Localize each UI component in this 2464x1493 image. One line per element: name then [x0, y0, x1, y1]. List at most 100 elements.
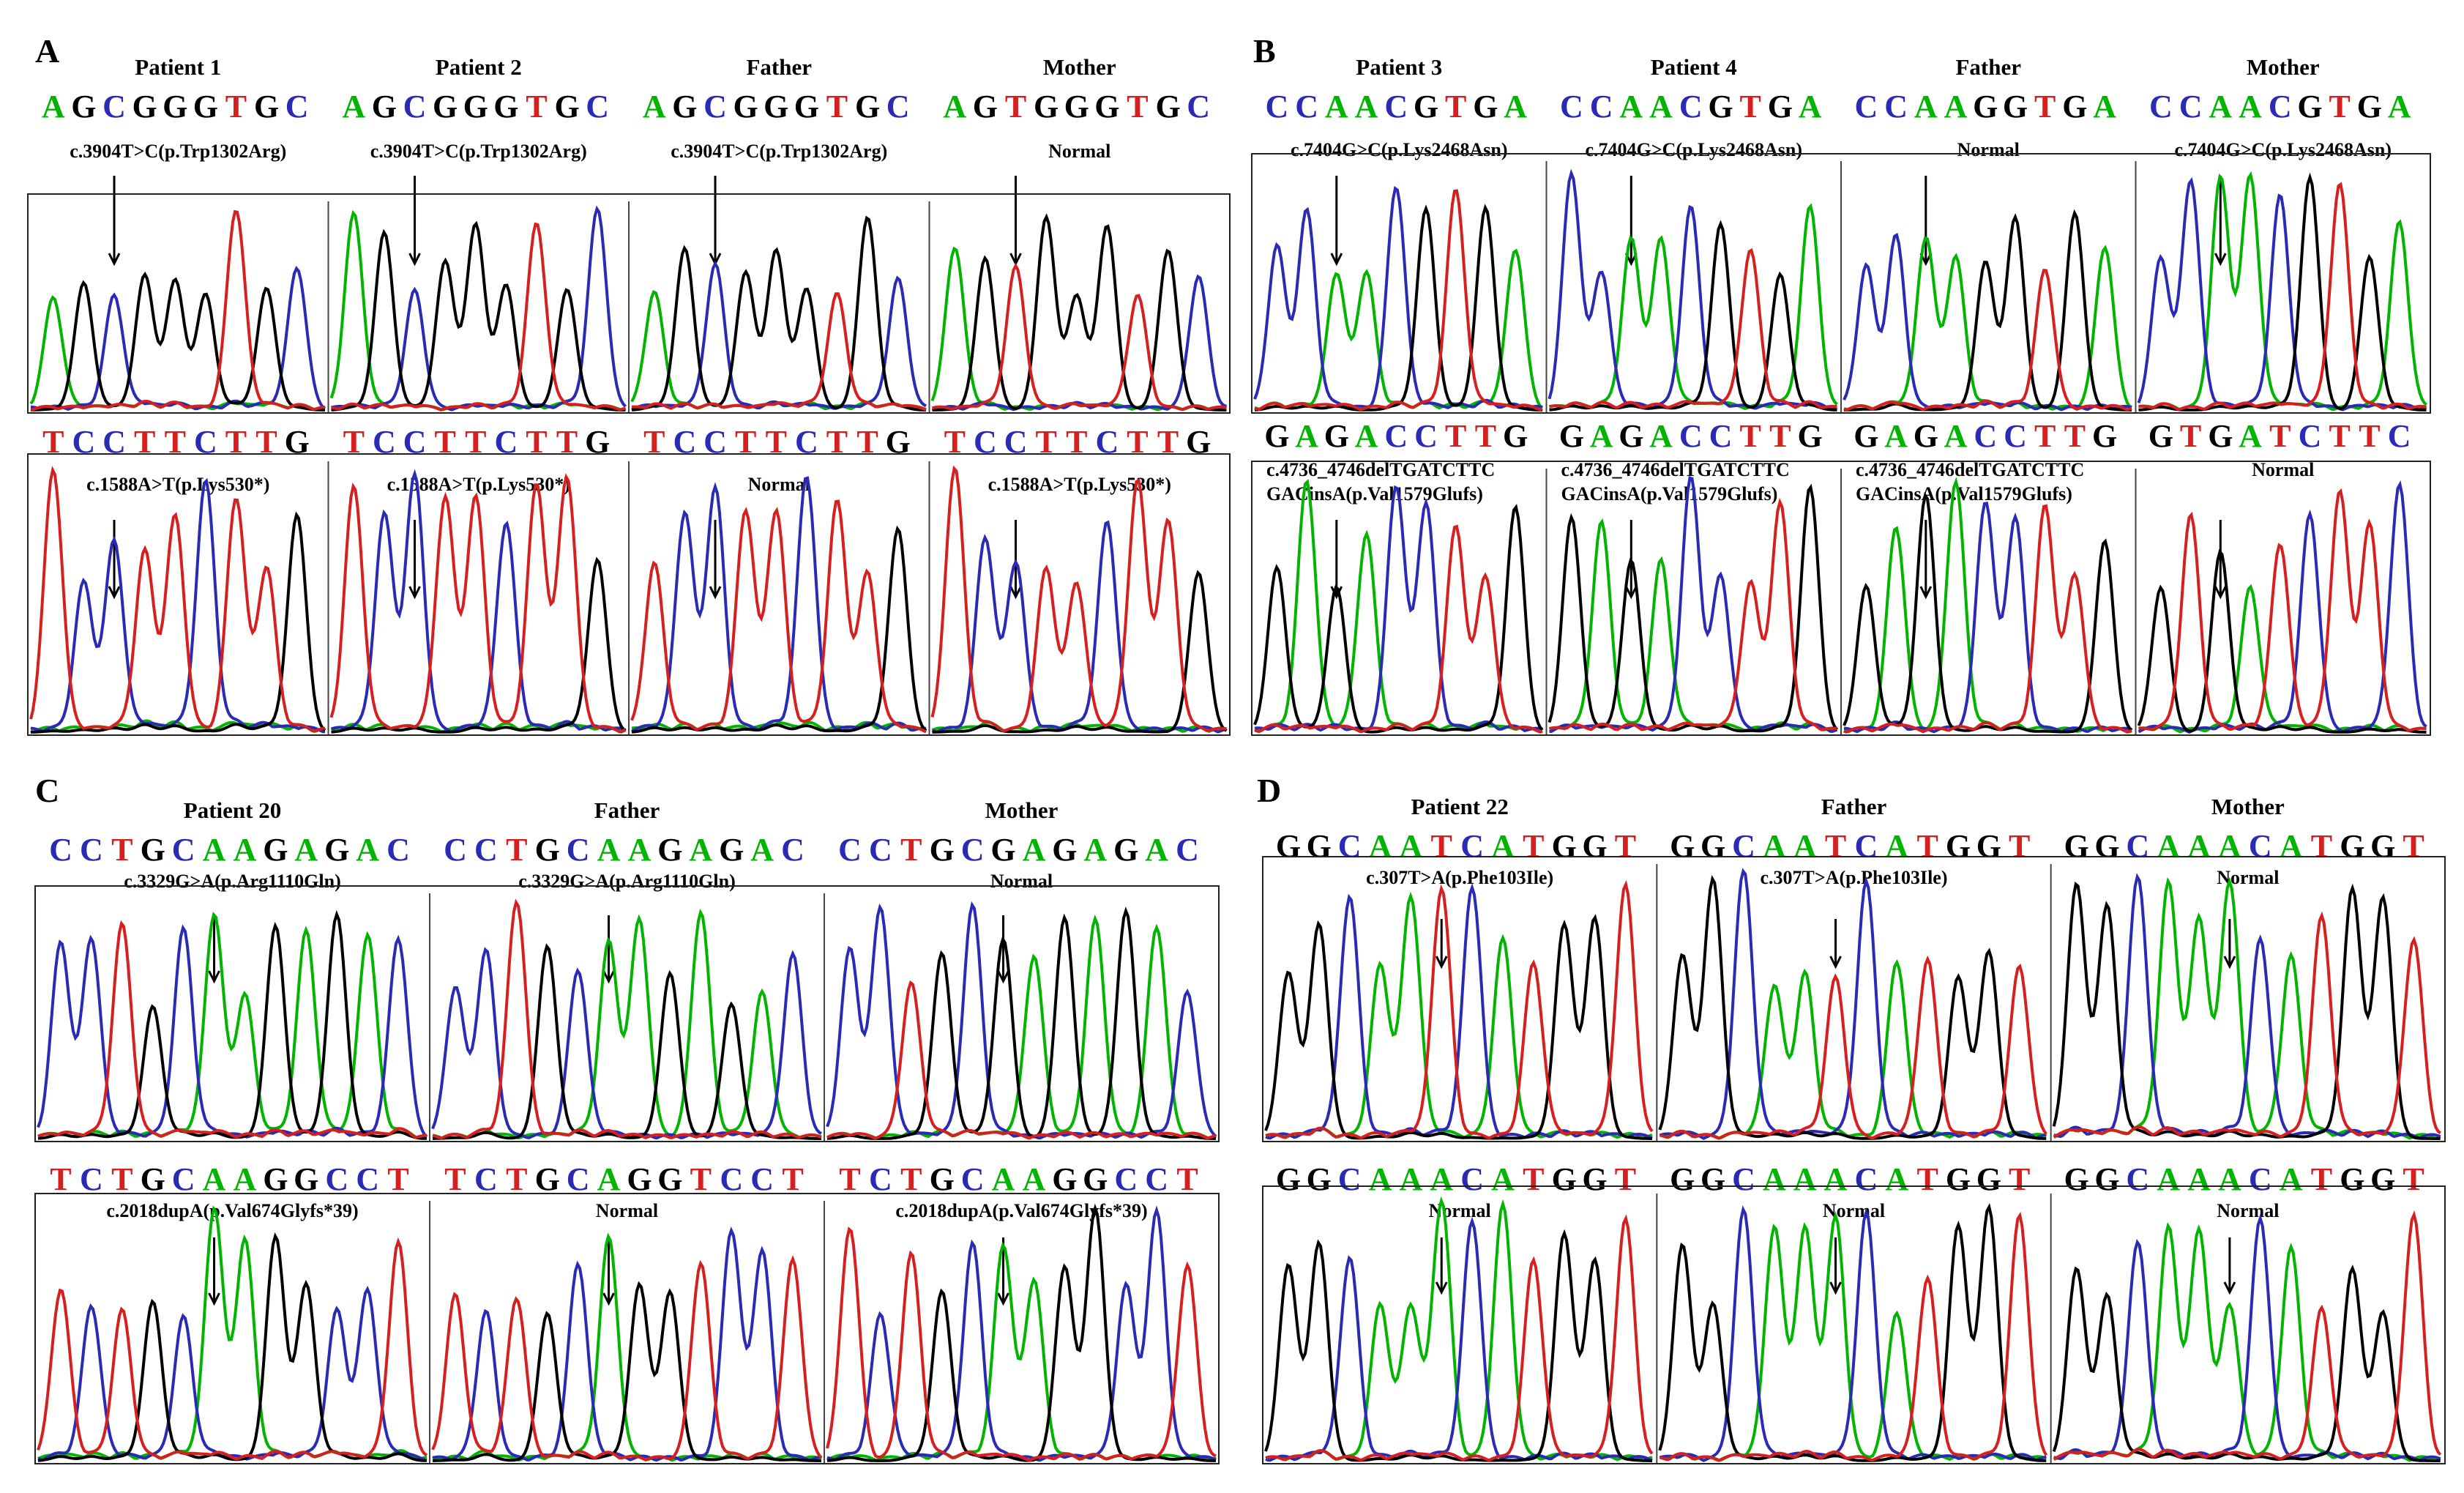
variant-annotation: Normal	[2217, 1200, 2279, 1221]
variant-arrow-head	[1330, 253, 1343, 267]
base-call: T	[1445, 418, 1466, 454]
base-call: G	[1324, 418, 1349, 454]
variant-annotation: c.4736_4746delTGATCTTC	[1561, 459, 1790, 480]
base-call: C	[444, 832, 467, 868]
base-call: G	[657, 1161, 682, 1197]
base-call: T	[526, 89, 547, 124]
base-call: T	[111, 832, 132, 868]
trace-g	[2137, 548, 2427, 734]
base-call: T	[1615, 828, 1636, 864]
row-frame	[27, 193, 1231, 414]
trace-t	[331, 222, 627, 412]
base-call: T	[2269, 418, 2291, 454]
trace-t	[1659, 1211, 2048, 1462]
variant-arrow-head	[1330, 586, 1343, 600]
base-call: G	[535, 832, 560, 868]
base-call: G	[1083, 1161, 1108, 1197]
base-call: G	[733, 89, 758, 124]
row-frame	[1262, 856, 2446, 1142]
trace-g	[37, 910, 428, 1140]
trace-t	[431, 1255, 823, 1462]
base-call: G	[1155, 89, 1180, 124]
base-call: T	[1176, 1161, 1198, 1197]
base-call: A	[1369, 1161, 1392, 1197]
base-call: G	[1619, 418, 1643, 454]
variant-annotation: c.1588A>T(p.Lys530*)	[988, 474, 1171, 495]
base-call: C	[1295, 89, 1318, 124]
base-call: T	[1005, 89, 1026, 124]
base-call: G	[1307, 828, 1332, 864]
base-call: T	[2009, 1161, 2030, 1197]
base-call: C	[781, 832, 804, 868]
trace-t	[1843, 504, 2132, 734]
trace-t	[826, 1226, 1217, 1462]
trace-c	[931, 520, 1228, 734]
base-call: G	[1976, 828, 2001, 864]
base-call: C	[403, 89, 427, 124]
base-call: C	[2004, 418, 2027, 454]
trace-c	[1265, 882, 1653, 1140]
trace-g	[631, 215, 927, 412]
variant-arrow-head	[1829, 1281, 1842, 1295]
variant-annotation: Normal	[1957, 139, 2020, 160]
base-call: C	[1460, 1161, 1484, 1197]
base-call: T	[111, 1161, 132, 1197]
variant-arrow-head	[108, 586, 121, 600]
base-call: T	[506, 832, 527, 868]
base-call: G	[71, 89, 96, 124]
base-call: G	[554, 89, 579, 124]
base-call: C	[1338, 828, 1362, 864]
base-call: C	[1414, 418, 1438, 454]
row-frame	[1251, 461, 2431, 736]
base-call: T	[2064, 418, 2086, 454]
trace-g	[826, 906, 1217, 1140]
base-call: G	[1276, 1161, 1301, 1197]
trace-g	[331, 220, 626, 412]
base-call: C	[1854, 89, 1878, 124]
base-call: A	[597, 1161, 621, 1197]
base-call: G	[463, 89, 488, 124]
base-call: C	[1855, 828, 1878, 864]
trace-a	[2053, 876, 2441, 1140]
variant-annotation: GACinsA(p.Val1579Glufs)	[1561, 483, 1778, 505]
base-call: G	[657, 832, 682, 868]
trace-t	[30, 209, 326, 412]
base-call: G	[1052, 1161, 1077, 1197]
base-call: G	[372, 89, 397, 124]
trace-g	[31, 511, 326, 734]
variant-annotation: c.307T>A(p.Phe103Ile)	[1366, 867, 1553, 888]
base-call: A	[1145, 832, 1168, 868]
base-call: G	[2064, 1161, 2088, 1197]
chromatogram-panel: Patient 2A G C G G G T G Cc.3904T>C(p.Trp1302Arg…	[327, 54, 627, 413]
base-call: A	[234, 1161, 257, 1197]
base-call: G	[1976, 1161, 2001, 1197]
trace-a	[1265, 1196, 1653, 1462]
trace-g	[1844, 209, 2132, 412]
base-call: C	[2126, 1161, 2149, 1197]
base-call: A	[1504, 89, 1527, 124]
variant-arrow-head	[1919, 586, 1933, 600]
trace-c	[1659, 1205, 2047, 1462]
base-call: G	[535, 1161, 560, 1197]
panel-B: B Patient 3C C A A C G T G Ac.7404G>C(p.Lys2468As…	[1251, 32, 2431, 736]
base-call: T	[1523, 828, 1544, 864]
base-call: C	[1855, 1161, 1878, 1197]
base-call: A	[1763, 828, 1786, 864]
trace-t	[2053, 911, 2441, 1139]
base-call: C	[2249, 828, 2272, 864]
trace-g	[1658, 874, 2047, 1140]
base-call: G	[263, 832, 288, 868]
base-call: G	[2340, 828, 2364, 864]
row-frame	[27, 453, 1231, 736]
trace-g	[1549, 220, 1837, 412]
variant-arrow-head	[408, 253, 421, 267]
base-call: T	[2311, 1161, 2332, 1197]
variant-arrow-head	[108, 253, 121, 267]
base-call: C	[1265, 89, 1288, 124]
trace-t	[1549, 247, 1837, 409]
base-call: C	[387, 832, 410, 868]
base-call: G	[672, 89, 697, 124]
base-call: G	[2148, 418, 2173, 454]
